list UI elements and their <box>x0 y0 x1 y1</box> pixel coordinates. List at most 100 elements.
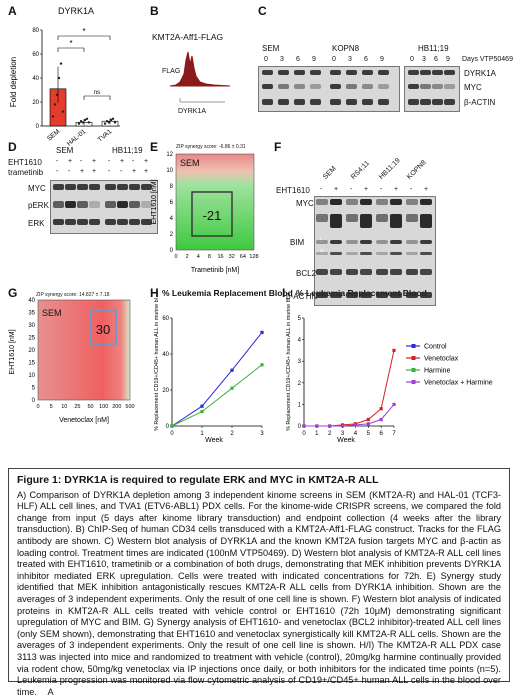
panel-d-band <box>77 184 88 190</box>
panel-i-xlabel: Week <box>337 437 355 444</box>
panel-f-band-myc <box>360 199 372 205</box>
panel-g-ytick-label: 25 <box>28 336 35 342</box>
panel-i-ytick-label: 3 <box>298 359 302 365</box>
panel-c-band <box>444 70 455 75</box>
panel-e-ytick-label: 6 <box>170 200 174 206</box>
panel-c-band <box>378 84 389 89</box>
panel-f-label: F <box>274 140 282 154</box>
panel-f-band-bim-el <box>346 214 358 222</box>
panel-f-band-bim-s <box>330 252 342 255</box>
panel-f-band-bcl2 <box>406 269 418 275</box>
panel-a-point <box>109 118 113 122</box>
panel-h-point <box>230 386 234 390</box>
panel-c-band <box>362 99 373 105</box>
panel-i-xtick-label: 5 <box>367 431 371 437</box>
panel-c-day-label: 9 <box>380 56 384 63</box>
panel-c-band <box>262 99 273 105</box>
panel-c-label: C <box>258 4 267 18</box>
panel-d-sign-eht: - <box>56 158 59 165</box>
panel-c-band <box>310 84 321 89</box>
panel-f-band-bim-s <box>376 252 388 255</box>
panel-a-sig-star: * <box>69 39 72 48</box>
panel-f-treat: EHT1610 <box>276 186 310 195</box>
panel-d-band <box>105 184 116 190</box>
panel-h-xtick-label: 1 <box>200 431 204 437</box>
panel-b-chip-track <box>170 51 230 103</box>
panel-h-xtick-label: 3 <box>260 431 264 437</box>
legend-label: Venetoclax <box>424 356 459 363</box>
panel-a-ytick-label: 40 <box>32 76 39 82</box>
panel-i-series-line <box>304 404 395 427</box>
panel-f-sign: + <box>364 186 369 193</box>
panel-e-ytick-label: 4 <box>170 216 174 222</box>
panel-i-xtick-label: 3 <box>341 431 345 437</box>
panel-c-band <box>420 84 431 89</box>
panel-e-xtick-label: 64 <box>240 254 246 260</box>
panel-a-point <box>57 76 61 80</box>
panel-f-band-bcl2 <box>376 269 388 275</box>
panel-e-xtick-label: 2 <box>186 254 189 260</box>
panel-i-xtick-label: 6 <box>379 431 383 437</box>
panel-f-line-label: HB11;19 <box>378 157 402 181</box>
panel-f-band-bim-s <box>390 252 402 255</box>
panel-f-band-bcl2 <box>316 269 328 275</box>
legend-label: Control <box>424 344 447 351</box>
panel-f-band-bim-l <box>390 240 402 244</box>
panel-c-day-label: 0 <box>410 56 414 63</box>
panel-f-band-bim-el <box>420 214 432 228</box>
panel-f-row-actin: β-ACTIN <box>286 292 318 301</box>
panel-f-sign: - <box>410 186 413 193</box>
legend: Control Venetoclax Harmine Venetoclax + Har… <box>406 344 493 387</box>
panel-i-point <box>379 417 383 422</box>
panel-f-band-myc <box>390 199 402 205</box>
panel-f-band-bim-s <box>316 252 328 255</box>
panel-c-band <box>432 99 443 105</box>
panel-c-band <box>310 99 321 105</box>
panel-d-row-perk: pERK <box>28 201 49 210</box>
panel-d-sign-tram: + <box>144 168 149 175</box>
panel-a-ylabel: Fold depletion <box>9 57 18 107</box>
panel-e-cell: SEM <box>180 158 200 168</box>
panel-c-row-dyrk1a: DYRK1A <box>464 69 497 78</box>
panel-g-xlabel: Venetoclax [nM] <box>59 417 109 424</box>
panel-f-bim-l: L <box>320 238 324 244</box>
panel-c-row-actin: β-ACTIN <box>464 98 496 107</box>
panel-c-band <box>294 84 305 89</box>
panel-f-band-bim-l <box>316 240 328 244</box>
panel-i-ylabel: % Replacement CD19+/CD45+ human ALL in m… <box>286 298 292 431</box>
panel-h-point <box>200 404 204 408</box>
panel-d-sign-tram: + <box>92 168 97 175</box>
panel-d-band <box>117 219 128 225</box>
panel-d-band <box>89 201 100 208</box>
panel-e-label: E <box>150 140 159 154</box>
panel-c-band <box>278 84 289 89</box>
panel-h-series-line <box>171 364 263 427</box>
panel-d-row-erk: ERK <box>28 219 45 228</box>
panel-e-zip: ZIP synergy score: -6.86 ± 0.31 <box>176 144 246 150</box>
panel-a-xtick-label: SEM <box>46 128 61 142</box>
panel-d-band <box>77 201 88 208</box>
panel-e-heat-area <box>175 153 255 251</box>
panel-f-band-bim-s <box>406 252 418 255</box>
panel-a-ytick-label: 80 <box>32 28 39 34</box>
panel-g-xtick-label: 50 <box>88 404 94 410</box>
panel-c-band <box>378 70 389 75</box>
panel-c-band <box>262 84 273 89</box>
panel-f-sign: - <box>320 186 323 193</box>
panel-h-ytick-label: 0 <box>166 424 170 430</box>
panel-f-band-bim-el <box>376 214 388 222</box>
panel-d-sign-tram: - <box>120 168 123 175</box>
panel-e-xtick-label: 32 <box>229 254 235 260</box>
panel-i-point <box>379 407 383 411</box>
panel-f-band-bim-l <box>420 240 432 244</box>
panel-a-point <box>113 121 117 124</box>
panel-h-xtick-label: 2 <box>230 431 234 437</box>
panel-c-day-label: 9 <box>446 56 450 63</box>
panel-g-xtick-label: 200 <box>112 404 121 410</box>
panel-a-sig-bracket <box>57 35 111 40</box>
panel-c-day-label: 0 <box>332 56 336 63</box>
panel-g-ytick-label: 15 <box>28 361 35 367</box>
panel-f-band-bim-l <box>406 240 418 244</box>
panel-d-sign-eht: + <box>92 158 97 165</box>
panel-f-band-bim-el <box>316 214 328 222</box>
